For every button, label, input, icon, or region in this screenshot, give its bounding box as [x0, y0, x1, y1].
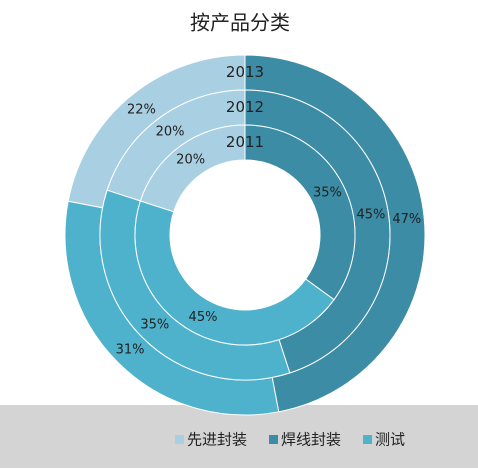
data-label: 35%	[313, 186, 342, 201]
donut-segment	[134, 200, 335, 346]
legend-swatch	[175, 435, 184, 444]
ring-label: 2011	[226, 133, 264, 151]
data-label: 22%	[127, 102, 156, 117]
legend-label: 焊线封装	[281, 431, 341, 449]
data-label: 31%	[116, 342, 145, 357]
ring-label: 2012	[226, 98, 264, 116]
donut-segment	[244, 124, 356, 301]
data-label: 35%	[140, 318, 169, 333]
data-label: 47%	[392, 212, 421, 227]
data-label: 20%	[156, 124, 185, 139]
legend-swatch	[269, 435, 279, 444]
legend-label: 测试	[375, 431, 405, 449]
data-label: 20%	[176, 153, 205, 168]
legend-swatch	[363, 435, 373, 444]
data-label: 45%	[356, 208, 385, 223]
legend-band	[0, 405, 478, 468]
chart-title: 按产品分类	[190, 11, 290, 35]
ring-label: 2013	[226, 63, 264, 81]
legend-label: 先进封装	[187, 431, 247, 449]
data-label: 45%	[189, 310, 218, 325]
